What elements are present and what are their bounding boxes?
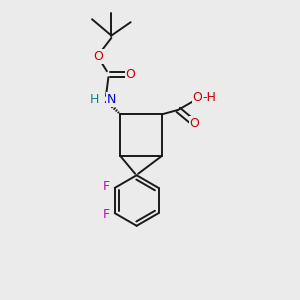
Text: O: O	[193, 92, 202, 104]
Text: O: O	[126, 68, 136, 81]
Text: F: F	[103, 208, 110, 221]
Text: O: O	[190, 117, 200, 130]
Text: O: O	[93, 50, 103, 63]
Text: F: F	[103, 180, 110, 193]
Text: N: N	[107, 93, 116, 106]
Text: H: H	[89, 93, 99, 106]
Text: -H: -H	[202, 92, 216, 104]
